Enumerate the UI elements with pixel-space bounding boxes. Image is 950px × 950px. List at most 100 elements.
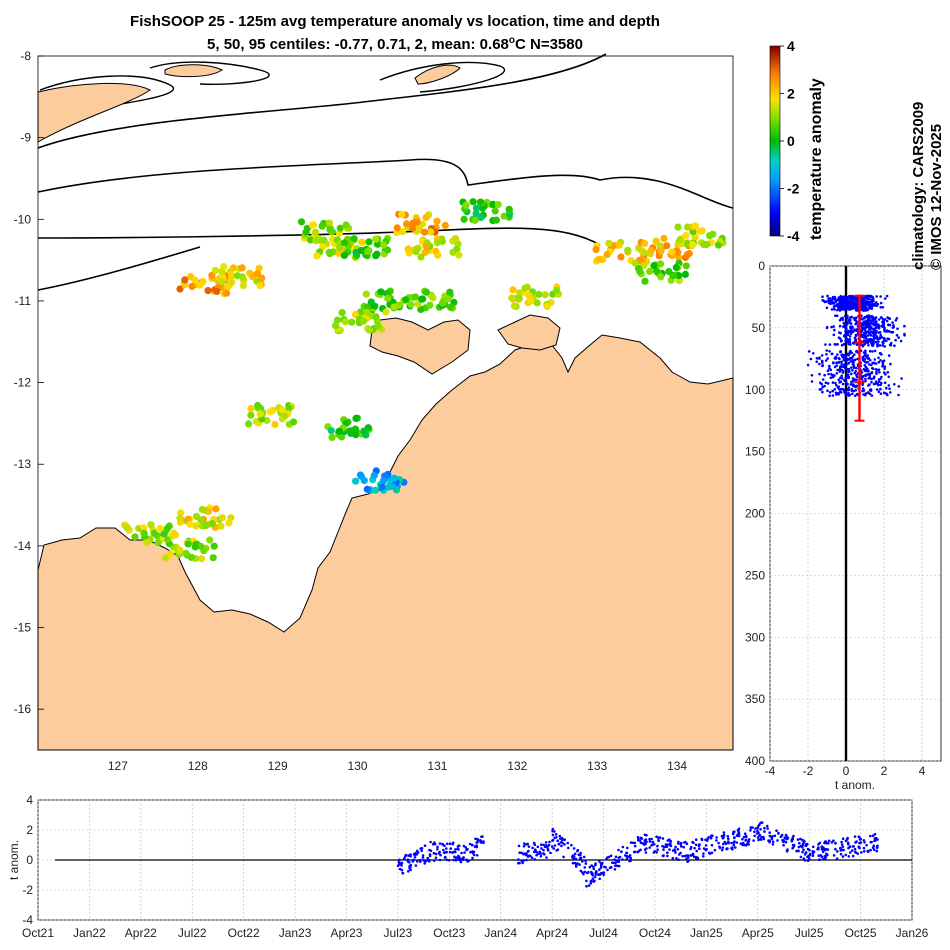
timeseries-data-point xyxy=(434,852,438,856)
map-data-point xyxy=(494,200,502,209)
timeseries-data-point xyxy=(771,843,775,846)
timeseries-data-point xyxy=(730,841,733,845)
timeseries-data-point xyxy=(857,835,861,838)
profile-data-point xyxy=(861,387,865,390)
profile-data-point xyxy=(879,359,882,362)
timeseries-data-point xyxy=(458,858,462,862)
profile-data-point xyxy=(871,350,874,353)
map-data-point xyxy=(320,236,328,244)
timeseries-data-point xyxy=(456,847,460,850)
profile-data-point xyxy=(842,379,846,382)
profile-data-point xyxy=(867,326,870,329)
map-data-point xyxy=(393,224,401,232)
profile-data-point xyxy=(864,393,867,397)
timeseries-data-point xyxy=(400,864,403,867)
timeseries-data-point xyxy=(526,855,530,858)
timeseries-data-point xyxy=(757,831,760,834)
timeseries-data-point xyxy=(549,851,552,855)
profile-data-point xyxy=(824,343,827,346)
timeseries-data-point xyxy=(475,841,479,844)
map-data-point xyxy=(441,221,449,229)
map-data-point xyxy=(640,249,648,257)
timeseries-data-point xyxy=(697,843,701,846)
timeseries-data-point xyxy=(685,857,688,861)
timeseries-data-point xyxy=(411,860,415,863)
profile-data-point xyxy=(830,325,833,329)
profile-data-point xyxy=(848,351,851,354)
map-data-point xyxy=(446,303,455,311)
timeseries-data-point xyxy=(704,838,707,842)
map-data-point xyxy=(285,404,293,412)
timeseries-data-point xyxy=(858,838,862,841)
profile-data-point xyxy=(819,381,822,385)
timeseries-data-point xyxy=(518,851,521,854)
map-data-point xyxy=(668,248,676,256)
map-data-point xyxy=(382,308,390,316)
timeseries-data-point xyxy=(743,832,747,835)
profile-data-point xyxy=(842,295,846,299)
profile-data-point xyxy=(894,319,898,322)
colorbar: 4 2 0 -2 -4 xyxy=(769,38,800,244)
timeseries-data-point xyxy=(611,861,614,864)
timeseries-data-point xyxy=(801,843,804,847)
timeseries-data-point xyxy=(598,877,601,881)
profile-data-point xyxy=(862,351,866,354)
timeseries-data-point xyxy=(682,845,685,849)
map-data-point xyxy=(204,507,213,515)
profile-data-point xyxy=(833,304,836,308)
map-data-point xyxy=(379,241,388,249)
timeseries-data-point xyxy=(454,859,458,862)
profile-data-point xyxy=(870,316,873,319)
timeseries-data-point xyxy=(536,845,540,849)
timeseries-data-point xyxy=(717,841,720,845)
timeseries-data-point xyxy=(674,845,677,849)
profile-data-point xyxy=(861,335,865,339)
map-data-point xyxy=(348,318,356,326)
profile-x-tick-label: -2 xyxy=(803,764,814,778)
profile-data-point xyxy=(828,367,831,370)
map-y-tick-label: -9 xyxy=(20,131,31,145)
profile-data-point xyxy=(861,355,865,359)
map-data-point xyxy=(140,524,148,532)
timeseries-data-point xyxy=(542,848,545,852)
profile-data-point xyxy=(865,315,868,319)
timeseries-data-point xyxy=(624,854,627,857)
timeseries-data-point xyxy=(559,837,562,840)
profile-data-point xyxy=(872,316,875,319)
timeseries-data-point xyxy=(715,836,718,839)
timeseries-data-point xyxy=(591,872,594,875)
timeseries-data-point xyxy=(602,871,606,874)
profile-data-point xyxy=(848,306,851,309)
profile-data-point xyxy=(888,387,891,391)
timeseries-data-point xyxy=(421,854,425,857)
profile-data-point xyxy=(900,377,903,380)
map-data-point xyxy=(417,305,425,314)
timeseries-data-point xyxy=(871,834,875,837)
timeseries-data-point xyxy=(847,846,850,850)
timeseries-data-point xyxy=(539,843,543,846)
timeseries-x-tick-label: Apr22 xyxy=(125,926,157,940)
map-data-point xyxy=(412,247,420,256)
profile-data-point xyxy=(873,375,876,379)
timeseries-data-point xyxy=(468,842,472,846)
timeseries-data-point xyxy=(552,847,555,850)
profile-data-point xyxy=(894,338,897,342)
timeseries-data-point xyxy=(625,851,628,855)
profile-data-point xyxy=(878,331,882,334)
timeseries-data-point xyxy=(520,859,524,863)
profile-data-point xyxy=(888,317,892,321)
timeseries-data-point xyxy=(419,860,422,863)
timeseries-data-point xyxy=(579,869,583,873)
map-data-point xyxy=(163,525,171,533)
profile-data-point xyxy=(836,308,839,312)
timeseries-data-point xyxy=(533,843,537,846)
profile-data-point xyxy=(837,391,840,395)
timeseries-data-point xyxy=(535,853,538,857)
profile-data-point xyxy=(854,389,858,392)
profile-data-point xyxy=(881,365,884,368)
profile-data-point xyxy=(861,318,864,321)
timeseries-data-point xyxy=(803,859,807,862)
profile-data-point xyxy=(899,339,903,343)
timeseries-data-point xyxy=(465,858,468,862)
map-data-point xyxy=(500,212,508,220)
